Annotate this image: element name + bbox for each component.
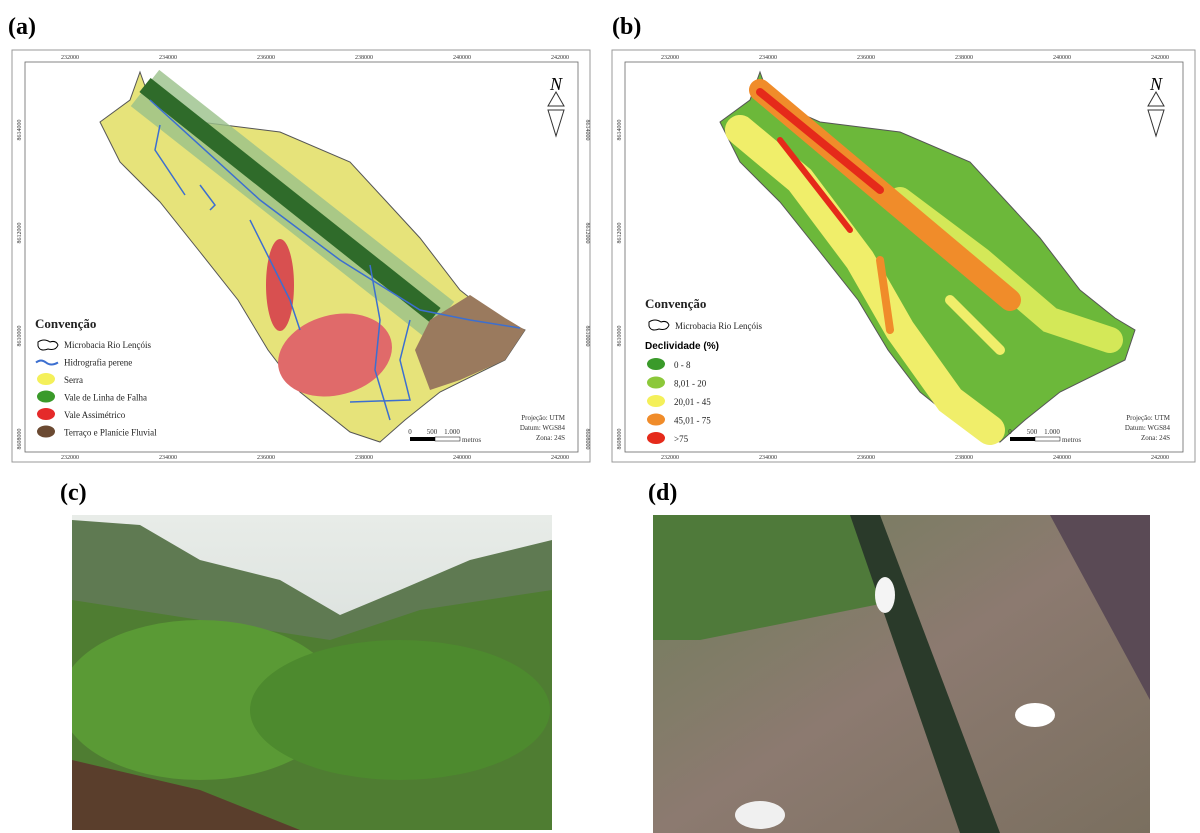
legend-label: 20,01 - 45: [674, 397, 711, 407]
x-coordinate: 238000: [955, 455, 973, 461]
north-label: N: [549, 74, 563, 94]
legend-swatch: [37, 426, 55, 438]
legend-title: Convenção: [645, 296, 706, 311]
x-coordinate: 240000: [1053, 455, 1071, 461]
legend-swatch: [647, 395, 665, 407]
y-coordinate: 8610000: [617, 326, 623, 347]
legend-swatch: [37, 391, 55, 403]
panel-label: (a): [8, 14, 36, 40]
scale-label: 0: [1008, 428, 1012, 436]
scale-bar: [410, 437, 435, 441]
x-coordinate: 242000: [1151, 55, 1169, 61]
y-coordinate: 8608000: [584, 429, 590, 450]
scale-bar: [1035, 437, 1060, 441]
x-coordinate: 242000: [551, 455, 569, 461]
y-coordinate: 8610000: [17, 326, 23, 347]
scale-label: 500: [427, 428, 438, 436]
x-coordinate: 234000: [759, 455, 777, 461]
scale-unit: metros: [1062, 436, 1081, 444]
x-coordinate: 240000: [453, 455, 471, 461]
legend-label: 0 - 8: [674, 360, 691, 370]
legend-subtitle: Declividade (%): [645, 341, 719, 352]
projection-text: Datum: WGS84: [520, 424, 566, 432]
panel-label: (b): [612, 14, 641, 40]
projection-text: Projeção: UTM: [521, 414, 566, 422]
projection-text: Projeção: UTM: [1126, 414, 1171, 422]
x-coordinate: 240000: [1053, 55, 1071, 61]
panel-label: (d): [648, 480, 677, 506]
x-coordinate: 242000: [551, 55, 569, 61]
x-coordinate: 236000: [857, 455, 875, 461]
y-coordinate: 8614000: [17, 120, 23, 141]
y-coordinate: 8612000: [584, 223, 590, 244]
x-coordinate: 236000: [257, 55, 275, 61]
asymmetric-valley: [266, 239, 294, 331]
legend-swatch: [647, 414, 665, 426]
x-coordinate: 234000: [759, 55, 777, 61]
scale-bar: [1010, 437, 1035, 441]
y-coordinate: 8610000: [584, 326, 590, 347]
legend-label: 45,01 - 75: [674, 416, 711, 426]
x-coordinate: 236000: [857, 55, 875, 61]
y-coordinate: 8614000: [617, 120, 623, 141]
north-label: N: [1149, 74, 1163, 94]
scale-label: 1.000: [1044, 428, 1060, 436]
legend-label: Vale de Linha de Falha: [64, 393, 147, 403]
scale-bar: [435, 437, 460, 441]
x-coordinate: 232000: [61, 55, 79, 61]
legend-label: Serra: [64, 375, 83, 385]
x-coordinate: 238000: [355, 55, 373, 61]
x-coordinate: 236000: [257, 455, 275, 461]
page: {"grid": {"x_coords": ["232000", "234000…: [0, 0, 1200, 833]
x-coordinate: 232000: [661, 455, 679, 461]
legend-label: Terraço e Planície Fluvial: [64, 428, 157, 438]
x-coordinate: 240000: [453, 55, 471, 61]
legend-swatch: [37, 373, 55, 385]
satellite-image: [653, 515, 1150, 833]
legend-label: Vale Assimétrico: [64, 410, 126, 420]
x-coordinate: 234000: [159, 55, 177, 61]
figure: (a) (b) (c) (d): [0, 0, 1200, 833]
y-coordinate: 8608000: [617, 429, 623, 450]
legend-label: Microbacia Rio Lençóis: [64, 340, 151, 350]
legend-swatch: [647, 377, 665, 389]
y-coordinate: 8614000: [584, 120, 590, 141]
x-coordinate: 232000: [61, 455, 79, 461]
scale-label: 500: [1027, 428, 1038, 436]
panel-label: (c): [60, 480, 87, 506]
landscape-photo: [60, 515, 552, 830]
legend-label: 8,01 - 20: [674, 379, 707, 389]
legend-label: Microbacia Rio Lençóis: [675, 321, 762, 331]
scale-unit: metros: [462, 436, 481, 444]
legend-label: >75: [674, 434, 689, 444]
x-coordinate: 234000: [159, 455, 177, 461]
projection-text: Zona: 24S: [1141, 434, 1170, 442]
legend-label: Hidrografia perene: [64, 358, 132, 368]
legend-title: Convenção: [35, 316, 96, 331]
x-coordinate: 232000: [661, 55, 679, 61]
y-coordinate: 8612000: [617, 223, 623, 244]
legend-swatch: [647, 358, 665, 370]
projection-text: Datum: WGS84: [1125, 424, 1171, 432]
scale-label: 0: [408, 428, 412, 436]
x-coordinate: 238000: [355, 455, 373, 461]
scale-label: 1.000: [444, 428, 460, 436]
y-coordinate: 8608000: [17, 429, 23, 450]
x-coordinate: 242000: [1151, 455, 1169, 461]
legend-swatch: [647, 432, 665, 444]
x-coordinate: 238000: [955, 55, 973, 61]
y-coordinate: 8612000: [17, 223, 23, 244]
legend-swatch: [37, 408, 55, 420]
projection-text: Zona: 24S: [536, 434, 565, 442]
